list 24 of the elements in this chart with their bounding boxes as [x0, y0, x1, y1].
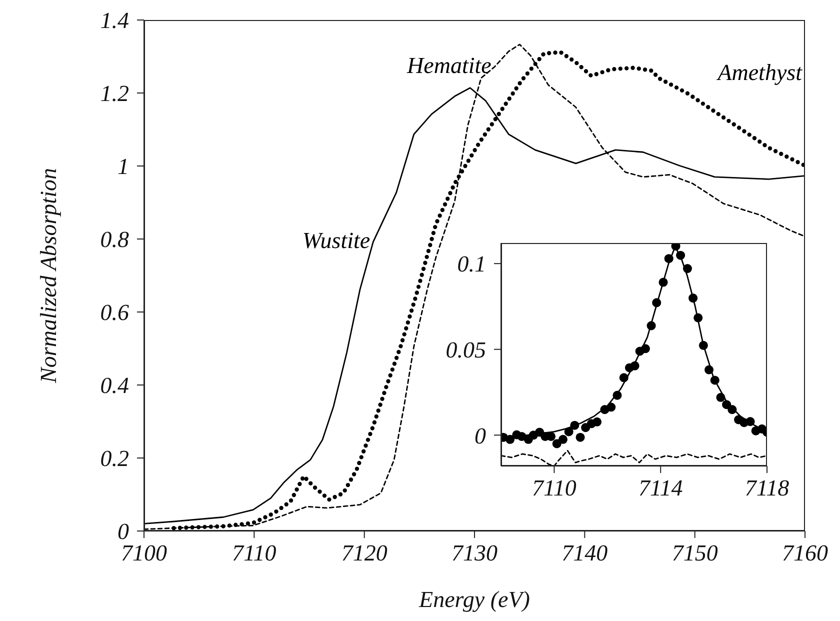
y-tick-label: 1.2 — [100, 81, 129, 106]
annotation: Hematite — [407, 53, 492, 80]
y-tick-label: 0.4 — [100, 373, 129, 398]
x-tick-label: 7118 — [744, 475, 790, 500]
x-tick-label: 7140 — [562, 540, 608, 566]
y-tick-label: 0.8 — [100, 227, 130, 252]
y-tick-label: 1.4 — [100, 8, 129, 34]
x-tick-label: 7150 — [672, 540, 718, 566]
x-tick-label: 7110 — [232, 540, 277, 566]
y-axis-title: Normalized Absorption — [36, 168, 62, 384]
annotation: Amethyst — [718, 60, 802, 86]
y-tick-label: 0.1 — [457, 252, 486, 277]
x-tick-label: 7120 — [341, 540, 388, 566]
y-tick-label: 0.05 — [446, 338, 486, 363]
x-tick-label: 7160 — [782, 540, 828, 566]
x-tick-label: 7130 — [452, 540, 498, 566]
x-tick-label: 7114 — [638, 475, 683, 500]
y-tick-label: 1 — [118, 154, 129, 180]
x-tick-label: 7110 — [532, 475, 577, 500]
y-tick-label: 0.6 — [100, 300, 130, 326]
y-tick-label: 0.2 — [100, 446, 129, 472]
x-axis-title: Energy (eV) — [418, 587, 530, 612]
y-tick-label: 0 — [474, 423, 486, 448]
annotation: Wustite — [302, 228, 370, 254]
